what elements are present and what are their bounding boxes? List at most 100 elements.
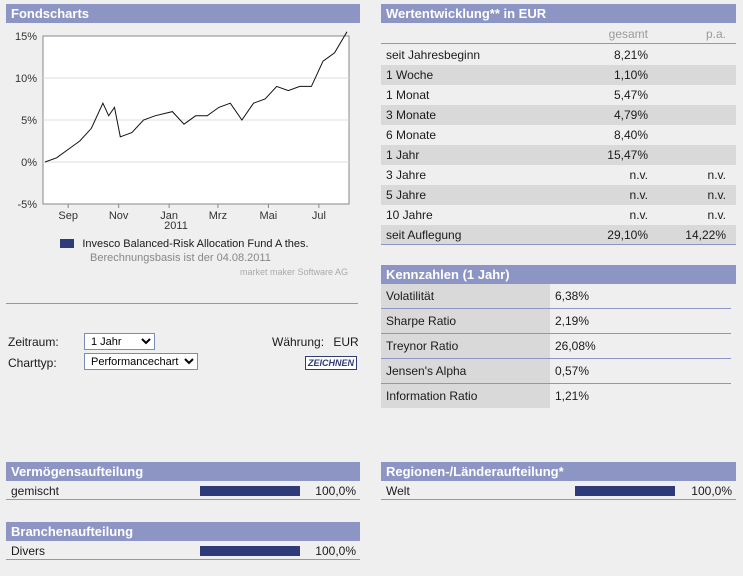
charttyp-select[interactable]: Performancechart [84,353,198,370]
regionen-header: Regionen-/Länderaufteilung* [381,462,736,481]
period-label: 1 Woche [386,68,434,82]
kennzahlen-label-column [381,284,550,408]
period-label: 1 Monat [386,88,430,102]
wertentwicklung-row: 1 Woche 1,10% [381,65,736,85]
kennzahl-label: Treynor Ratio [386,339,459,353]
x-tick-label: Mai [260,210,278,222]
column-gesamt: gesamt [608,27,648,41]
chart-legend: Invesco Balanced-Risk Allocation Fund A … [60,236,309,250]
branchen-title: Branchenaufteilung [11,524,134,539]
x-year-label: 2011 [164,220,188,232]
wertentwicklung-row: 3 Jahre n.v. n.v. [381,165,736,185]
kennzahl-row: Volatilität 6,38% [381,284,731,309]
kennzahl-label: Sharpe Ratio [386,314,457,328]
gesamt-value: 15,47% [607,148,648,162]
regionen-bar [575,486,675,496]
vermoegen-bar [200,486,300,496]
chart-divider [6,303,358,304]
column-pa: p.a. [705,27,726,41]
wertentwicklung-row: 3 Monate 4,79% [381,105,736,125]
kennzahl-label: Information Ratio [386,389,478,403]
regionen-title: Regionen-/Länderaufteilung* [386,464,564,479]
x-tick-label: Nov [109,210,129,222]
pa-value: 14,22% [685,228,726,242]
wertentwicklung-row: 1 Jahr 15,47% [381,145,736,165]
kennzahlen-title: Kennzahlen (1 Jahr) [386,267,510,282]
period-label: 10 Jahre [386,208,433,222]
regionen-label: Welt [386,484,410,498]
gesamt-value: 29,10% [607,228,648,242]
zeitraum-label: Zeitraum: [8,335,59,349]
vermoegen-header: Vermögensaufteilung [6,462,360,481]
wertentwicklung-title: Wertentwicklung** in EUR [386,6,547,21]
kennzahl-value: 0,57% [555,364,590,378]
kennzahl-row: Sharpe Ratio 2,19% [381,309,731,334]
gesamt-value: n.v. [629,188,648,202]
y-tick-label: 15% [15,31,37,43]
period-label: 6 Monate [386,128,437,142]
legend-swatch [60,239,74,249]
x-tick-label: Mrz [209,210,227,222]
calc-basis-note: Berechnungsbasis ist der 04.08.2011 [90,252,271,264]
y-tick-label: -5% [17,199,37,211]
gesamt-value: 8,40% [613,128,648,142]
branchen-header: Branchenaufteilung [6,522,360,541]
period-label: seit Auflegung [386,228,462,242]
kennzahl-label: Jensen's Alpha [386,364,467,378]
branchen-bar [200,546,300,556]
zeichnen-button[interactable]: ZEICHNEN [305,356,357,370]
charttyp-label: Charttyp: [8,356,57,370]
period-label: 3 Monate [386,108,437,122]
kennzahl-row: Information Ratio 1,21% [381,384,731,409]
gesamt-value: 1,10% [613,68,648,82]
wertentwicklung-column-header: gesamt p.a. [381,24,736,44]
kennzahlen-header: Kennzahlen (1 Jahr) [381,265,736,284]
branchen-label: Divers [11,544,46,558]
vermoegen-title: Vermögensaufteilung [11,464,144,479]
wertentwicklung-row: seit Jahresbeginn 8,21% [381,45,736,65]
legend-label: Invesco Balanced-Risk Allocation Fund A … [82,238,309,250]
waehrung-label-text: Währung: [272,335,325,349]
wertentwicklung-header: Wertentwicklung** in EUR [381,4,736,23]
x-tick-label: Sep [58,210,78,222]
gesamt-value: 8,21% [613,48,648,62]
vermoegen-value: 100,0% [315,484,356,498]
period-label: 5 Jahre [386,188,427,202]
pa-value: n.v. [707,168,726,182]
gesamt-value: 5,47% [613,88,648,102]
period-label: 1 Jahr [386,148,420,162]
wertentwicklung-row: 1 Monat 5,47% [381,85,736,105]
period-label: seit Jahresbeginn [386,48,481,62]
wertentwicklung-header-rule [381,43,736,44]
performance-chart: 15% 10% 5% 0% -5% Sep Nov Jan Mrz Mai Jul 2011 [15,31,350,232]
y-tick-label: 5% [21,115,37,127]
gesamt-value: n.v. [629,208,648,222]
fondscharts-header: Fondscharts [6,4,360,23]
gesamt-value: n.v. [629,168,648,182]
kennzahl-value: 26,08% [555,339,596,353]
wertentwicklung-row: 10 Jahre n.v. n.v. [381,205,736,225]
y-tick-label: 10% [15,73,37,85]
series-line [44,31,348,163]
zeitraum-select[interactable]: 1 Jahr [84,333,155,350]
wertentwicklung-row: 5 Jahre n.v. n.v. [381,185,736,205]
waehrung-label: Währung: EUR [272,335,359,349]
x-tick-label: Jan [160,210,178,222]
x-tick-label: Jul [312,210,326,222]
kennzahl-label: Volatilität [386,289,435,303]
kennzahl-value: 1,21% [555,389,590,403]
gesamt-value: 4,79% [613,108,648,122]
kennzahl-value: 2,19% [555,314,590,328]
chart-credit: market maker Software AG [240,267,349,277]
pa-value: n.v. [707,208,726,222]
kennzahl-row: Treynor Ratio 26,08% [381,334,731,359]
branchen-value: 100,0% [315,544,356,558]
wertentwicklung-row: 6 Monate 8,40% [381,125,736,145]
wertentwicklung-row: seit Auflegung 29,10% 14,22% [381,225,736,245]
fondscharts-title: Fondscharts [11,6,90,21]
kennzahl-value: 6,38% [555,289,590,303]
y-tick-label: 0% [21,157,37,169]
regionen-value: 100,0% [691,484,732,498]
pa-value: n.v. [707,188,726,202]
waehrung-value: EUR [333,335,359,349]
